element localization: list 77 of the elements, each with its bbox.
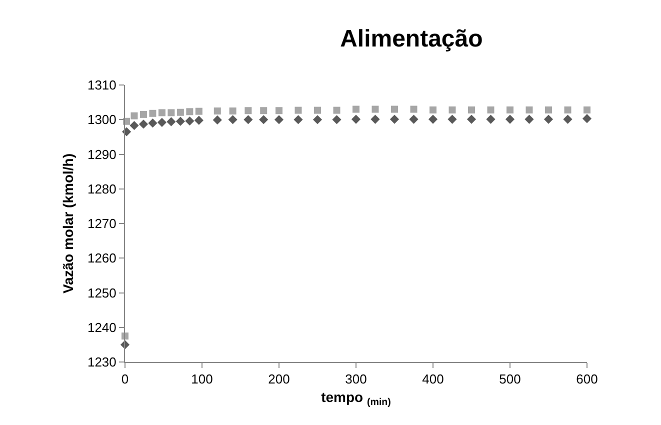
point <box>228 115 238 124</box>
point <box>352 106 360 113</box>
point <box>158 109 166 116</box>
y-tick-label: 1260 <box>87 250 116 266</box>
point <box>487 106 494 114</box>
x-tick-label: 0 <box>121 372 129 387</box>
y-tick-label: 1300 <box>87 112 116 128</box>
point <box>505 114 515 124</box>
point <box>564 106 572 114</box>
point <box>448 114 457 124</box>
chart-title: Alimentação <box>340 26 483 53</box>
y-tick-label: 1310 <box>87 78 116 93</box>
point <box>372 106 379 113</box>
point <box>351 114 361 124</box>
point <box>138 120 148 129</box>
point <box>186 108 194 116</box>
point <box>148 118 158 128</box>
point <box>526 106 533 114</box>
y-tick-label: 1290 <box>87 146 116 162</box>
x-tick-label: 100 <box>191 372 213 387</box>
point <box>294 115 303 124</box>
point <box>244 107 252 114</box>
point <box>244 115 253 124</box>
point <box>563 114 572 124</box>
point <box>486 114 496 124</box>
y-tick-label: 1230 <box>87 354 116 370</box>
point <box>176 116 185 126</box>
point <box>466 114 476 124</box>
point <box>168 109 175 116</box>
point <box>194 116 204 125</box>
point <box>149 110 156 117</box>
point <box>140 110 147 118</box>
point <box>544 114 554 124</box>
x-tick-label: 300 <box>345 372 367 387</box>
point <box>259 115 268 124</box>
point <box>274 115 284 124</box>
point <box>212 115 222 125</box>
point <box>410 106 418 113</box>
x-tick-label: 600 <box>576 372 598 387</box>
point <box>428 114 438 124</box>
y-tick-label: 1250 <box>87 285 116 300</box>
point <box>584 106 590 114</box>
point <box>390 114 400 124</box>
point <box>276 107 282 114</box>
x-tick-label: 500 <box>499 372 521 387</box>
point <box>545 106 552 114</box>
point <box>506 106 514 114</box>
point <box>185 116 194 126</box>
point <box>391 106 398 113</box>
point <box>430 106 436 114</box>
point <box>176 108 184 116</box>
point <box>314 106 321 114</box>
point <box>370 114 380 124</box>
point <box>332 115 342 124</box>
point <box>260 107 268 114</box>
point <box>195 108 202 115</box>
point <box>130 120 139 130</box>
y-tick-label: 1280 <box>87 181 116 196</box>
point <box>294 106 302 114</box>
point <box>524 114 534 124</box>
point <box>166 117 176 126</box>
point <box>582 114 592 124</box>
x-tick-label: 200 <box>268 372 290 387</box>
point <box>229 107 236 114</box>
point <box>468 106 475 114</box>
point <box>409 114 418 124</box>
point <box>312 115 322 124</box>
point <box>157 118 167 127</box>
x-axis-title: tempo $_{(min)}$ <box>321 388 391 408</box>
point <box>130 112 138 120</box>
y-tick-label: 1270 <box>87 216 116 232</box>
x-tick-label: 400 <box>422 372 444 387</box>
point <box>448 106 456 114</box>
y-tick-label: 1240 <box>87 320 116 335</box>
point <box>214 107 221 114</box>
y-axis-title: Vazão molar (kmol/h) <box>60 153 76 294</box>
point <box>333 106 340 114</box>
